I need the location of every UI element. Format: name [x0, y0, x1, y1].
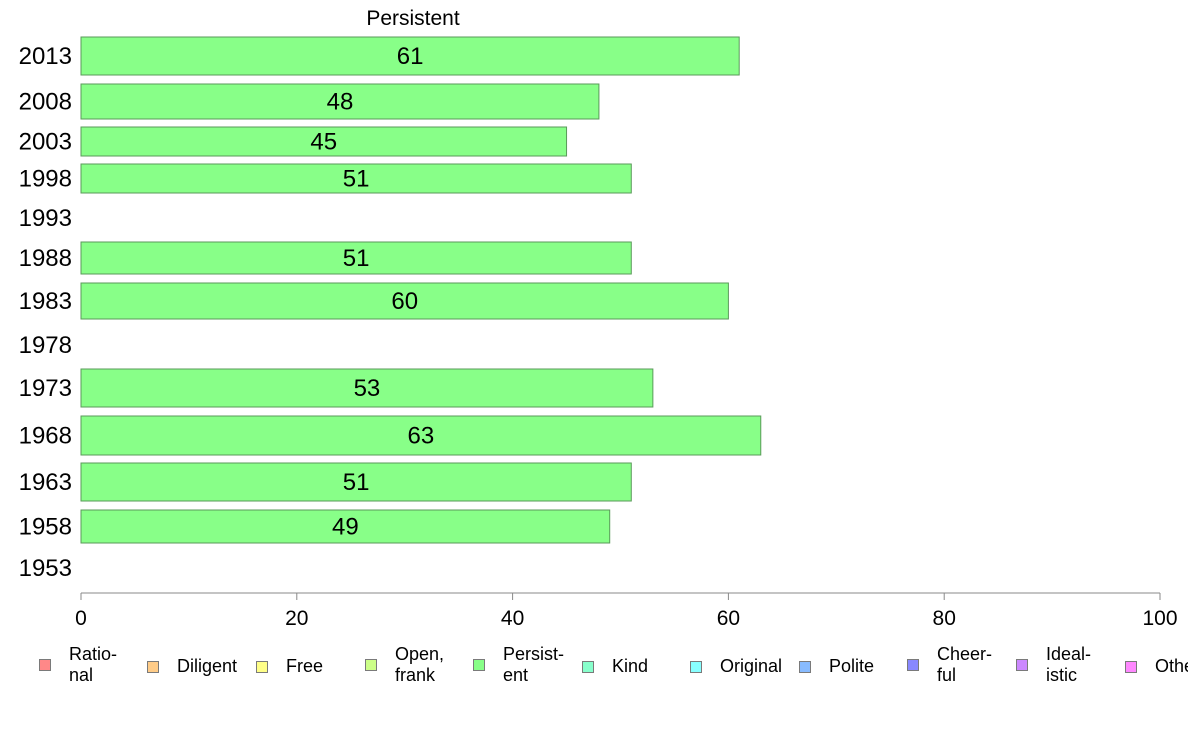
legend-swatch: [365, 659, 377, 671]
legend-swatch: [256, 660, 268, 673]
y-tick-label: 1993: [19, 205, 72, 232]
legend-item: Other: [1125, 656, 1188, 677]
legend-swatch: [799, 660, 811, 673]
y-tick-label: 2008: [19, 89, 72, 116]
bar-1963: [80, 462, 632, 502]
bar-1983: [80, 282, 729, 320]
y-tick-label: 2003: [19, 129, 72, 156]
bar-value-label: 51: [343, 469, 370, 496]
bar-value-label: 49: [332, 514, 359, 541]
legend-swatch: [1125, 660, 1137, 673]
y-tick-label: 1963: [19, 469, 72, 496]
x-tick-label: 100: [1142, 607, 1177, 630]
x-tick-label: 20: [285, 607, 308, 630]
x-tick-label: 80: [933, 607, 956, 630]
legend-swatch: [1016, 659, 1028, 671]
bar-1998: [80, 163, 632, 194]
bar-value-label: 60: [391, 288, 418, 315]
legend-swatch: [147, 660, 159, 673]
bar-1958: [80, 509, 611, 544]
bar-value-label: 63: [408, 423, 435, 450]
legend-item: Original: [690, 656, 782, 677]
y-tick-label: 1968: [19, 423, 72, 450]
bar-2008: [80, 83, 600, 120]
legend-swatch: [690, 660, 702, 673]
legend-swatch: [582, 660, 594, 673]
legend-swatch: [39, 659, 51, 671]
chart-title: Persistent: [366, 7, 460, 30]
y-tick-label: 1958: [19, 514, 72, 541]
y-tick-label: 1953: [19, 555, 72, 582]
legend-label: Diligent: [177, 656, 238, 676]
bar-value-label: 51: [343, 245, 370, 272]
x-tick-label: 0: [75, 607, 87, 630]
legend-item: Ratio- nal: [39, 644, 117, 686]
bar-value-label: 61: [397, 43, 424, 70]
legend-item: Free: [256, 656, 323, 677]
legend-label: Polite: [829, 656, 875, 676]
y-tick-label: 1978: [19, 332, 72, 359]
legend-label: Ideal- istic: [1046, 644, 1092, 685]
legend-label: Kind: [612, 656, 649, 676]
legend-label: Free: [286, 656, 324, 676]
legend-label: Persist- ent: [503, 644, 565, 685]
y-tick-label: 1998: [19, 166, 72, 193]
bar-1988: [80, 241, 632, 275]
y-axis-labels: 2013 2008 2003 1998 1993 1988 1983 1978 1973 1968…: [19, 43, 72, 582]
legend-label: Ratio- nal: [69, 644, 118, 685]
x-axis: 0 20 40 60 80 100: [75, 592, 1178, 630]
legend-item: Open, frank: [365, 644, 444, 686]
y-tick-label: 2013: [19, 43, 72, 70]
legend-swatch: [907, 659, 919, 671]
legend-item: Ideal- istic: [1016, 644, 1091, 686]
bar-value-label: 48: [327, 89, 354, 116]
bar-2013: [80, 36, 740, 76]
bar-value-label: 51: [343, 166, 370, 193]
y-tick-label: 1988: [19, 245, 72, 272]
legend-label: Open, frank: [395, 644, 445, 685]
bar-1968: [80, 415, 762, 456]
y-tick-label: 1973: [19, 375, 72, 402]
bar-value-label: 53: [354, 375, 381, 402]
legend: Ratio- nal Diligent Free Open, frank Persist…: [0, 640, 1188, 696]
bar-1973: [80, 368, 654, 408]
legend-label: Other: [1155, 656, 1188, 676]
x-tick-label: 60: [717, 607, 740, 630]
legend-item: Persist- ent: [473, 644, 564, 686]
legend-item: Kind: [582, 656, 648, 677]
legend-swatch: [473, 659, 485, 671]
x-tick-label: 40: [501, 607, 524, 630]
bar-2003: [80, 126, 568, 157]
bar-value-label: 45: [310, 129, 337, 156]
legend-item: Diligent: [147, 656, 237, 677]
y-tick-label: 1983: [19, 288, 72, 315]
legend-item: Cheer- ful: [907, 644, 992, 686]
legend-label: Cheer- ful: [937, 644, 993, 685]
legend-label: Original: [720, 656, 783, 676]
legend-item: Polite: [799, 656, 874, 677]
